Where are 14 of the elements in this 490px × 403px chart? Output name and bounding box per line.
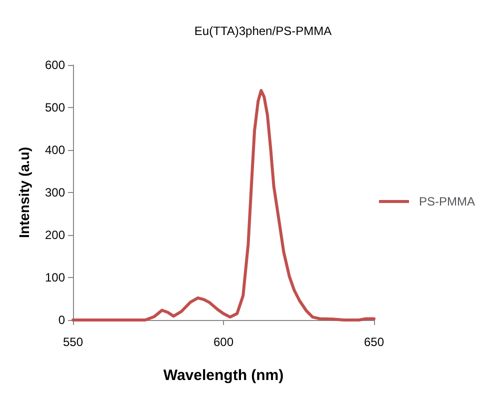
x-tick-label: 550 — [62, 335, 84, 349]
y-tick-label: 600 — [44, 58, 66, 72]
y-tick-label: 100 — [44, 270, 66, 284]
y-tick-label: 200 — [44, 228, 66, 242]
y-tick-label: 400 — [44, 143, 66, 157]
y-axis-title: Intensity (a.u) — [16, 146, 32, 238]
x-axis-title: Wavelength (nm) — [163, 367, 284, 384]
y-tick-label: 300 — [44, 186, 66, 200]
x-tick-label: 600 — [213, 335, 234, 349]
x-tick-label: 650 — [364, 335, 384, 349]
legend-label: PS-PMMA — [418, 194, 476, 208]
y-tick-label: 500 — [44, 100, 66, 114]
chart-title: Eu(TTA)3phen/PS-PMMA — [194, 24, 332, 38]
y-tick-label: 0 — [58, 313, 66, 327]
